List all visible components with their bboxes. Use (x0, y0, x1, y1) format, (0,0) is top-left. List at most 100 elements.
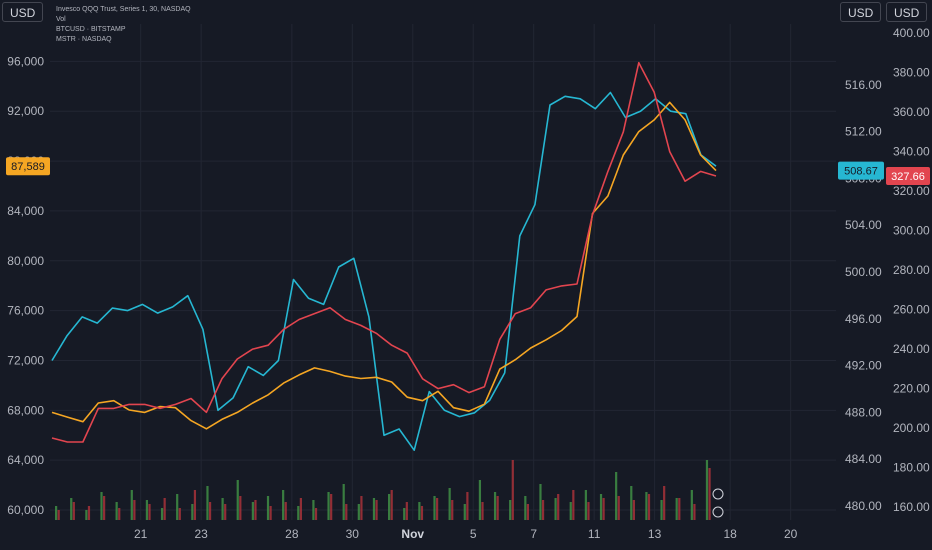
volume-up-bar (509, 500, 512, 520)
volume-up-bar (130, 490, 133, 520)
right-axis-2-tick: 160.00 (893, 500, 930, 514)
series-line-btcusd[interactable] (51, 91, 717, 451)
volume-down-bar (466, 492, 469, 520)
volume-down-bar (57, 510, 60, 520)
volume-down-bar (284, 502, 287, 520)
volume-up-bar (221, 498, 224, 520)
left-axis-tick: 72,000 (7, 353, 44, 367)
volume-down-bar (72, 502, 75, 520)
volume-down-bar (693, 504, 696, 520)
volume-up-bar (236, 480, 239, 520)
right-axis-1-tick: 512.00 (845, 125, 882, 139)
left-axis-tick: 96,000 (7, 54, 44, 68)
volume-up-bar (312, 500, 315, 520)
x-axis-tick: 5 (470, 527, 477, 541)
volume-up-bar (584, 490, 587, 520)
x-axis-tick: 11 (588, 527, 601, 541)
right-axis-1-tick: 484.00 (845, 452, 882, 466)
x-axis-tick: Nov (401, 527, 424, 541)
right-axis-2-tick: 360.00 (893, 105, 930, 119)
volume-down-bar (148, 504, 151, 520)
left-axis-tick: 68,000 (7, 403, 44, 417)
volume-down-bar (436, 498, 439, 520)
volume-up-bar (282, 490, 285, 520)
volume-up-bar (327, 492, 330, 520)
volume-up-bar (357, 504, 360, 520)
volume-up-bar (251, 502, 254, 520)
series-line-qqq[interactable] (51, 101, 717, 430)
x-axis-tick: 23 (194, 527, 208, 541)
right-currency-button-1[interactable]: USD (840, 2, 882, 22)
volume-down-bar (299, 498, 302, 520)
volume-down-bar (405, 502, 408, 520)
x-axis-tick: 21 (134, 527, 148, 541)
volume-down-bar (632, 500, 635, 520)
volume-up-bar (645, 492, 648, 520)
volume-down-bar (314, 508, 318, 520)
volume-down-bar (254, 500, 257, 520)
volume-up-bar (372, 498, 376, 520)
right-axis-2-tick: 300.00 (893, 224, 930, 238)
volume-up-bar (478, 480, 482, 520)
right-axis-1-tick: 488.00 (845, 405, 882, 419)
volume-up-bar (160, 508, 164, 520)
volume-down-bar (451, 500, 454, 520)
volume-up-bar (524, 496, 527, 520)
volume-up-bar (539, 484, 542, 520)
left-axis-tick: 92,000 (7, 104, 44, 118)
volume-up-bar (615, 472, 618, 520)
volume-up-bar (433, 496, 436, 520)
volume-up-bar (675, 498, 678, 520)
series-line-mstr[interactable] (51, 61, 717, 443)
left-axis-tick: 76,000 (7, 304, 44, 318)
volume-down-bar (481, 502, 484, 520)
volume-up-bar (493, 492, 497, 520)
add-button-icon[interactable] (712, 488, 724, 500)
volume-down-bar (178, 508, 181, 520)
volume-down-bar (663, 486, 666, 520)
volume-up-bar (463, 504, 466, 520)
right-axis-1-tick: 480.00 (845, 499, 882, 513)
x-axis-tick: 30 (346, 527, 360, 541)
volume-down-bar (420, 506, 424, 520)
volume-up-bar (660, 500, 663, 520)
volume-up-bar (70, 498, 73, 520)
legend-qqq[interactable]: Invesco QQQ Trust, Series 1, 30, NASDAQ (56, 6, 191, 13)
volume-down-bar (708, 468, 711, 520)
volume-down-bar (557, 494, 560, 520)
volume-down-bar (496, 496, 499, 520)
legend-vol[interactable]: Vol (56, 16, 66, 23)
btc-last-value-label: 87,589 (11, 161, 45, 173)
volume-down-bar (572, 490, 575, 520)
x-axis-tick: 28 (285, 527, 299, 541)
volume-down-bar (526, 504, 530, 520)
volume-up-bar (100, 492, 103, 520)
x-axis-tick: 20 (784, 527, 798, 541)
volume-up-bar (388, 494, 391, 520)
volume-up-bar (115, 502, 118, 520)
volume-up-bar (569, 502, 572, 520)
volume-up-bar (403, 508, 406, 520)
right-axis-1-tick: 500.00 (845, 265, 882, 279)
volume-up-bar (145, 500, 149, 520)
left-axis-tick: 60,000 (7, 503, 44, 517)
volume-up-bar (554, 498, 557, 520)
volume-up-bar (85, 510, 88, 520)
volume-down-bar (602, 498, 605, 520)
left-currency-button[interactable]: USD (2, 2, 44, 22)
legend-btc[interactable]: BTCUSD · BITSTAMP (56, 26, 126, 33)
right-axis-2-tick: 320.00 (893, 184, 930, 198)
right-axis-1-tick: 492.00 (845, 359, 882, 373)
volume-up-bar (191, 504, 194, 520)
volume-up-bar (418, 502, 421, 520)
legend-mstr[interactable]: MSTR · NASDAQ (56, 36, 112, 43)
right-axis-2-tick: 340.00 (893, 145, 930, 159)
volume-down-bar (193, 490, 197, 520)
right-axis-1-tick: 504.00 (845, 218, 882, 232)
left-axis-tick: 80,000 (7, 254, 44, 268)
lightning-button-icon[interactable] (712, 506, 724, 518)
right-axis-1-tick: 496.00 (845, 312, 882, 326)
right-currency-button-2[interactable]: USD (886, 2, 928, 22)
